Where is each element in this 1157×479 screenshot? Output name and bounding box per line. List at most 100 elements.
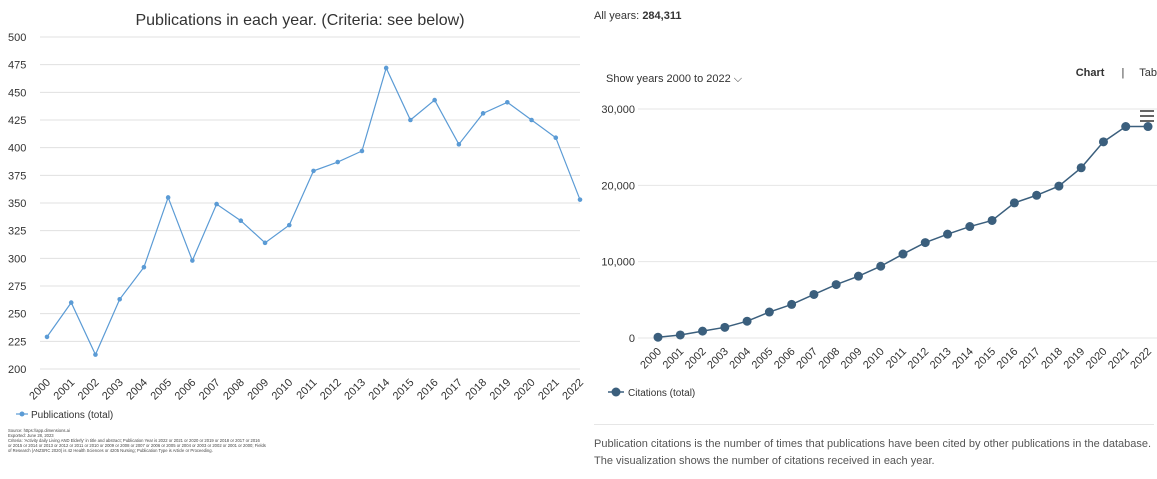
y-tick-label: 10,000 [601,257,635,269]
x-tick-label: 2017 [1017,346,1043,372]
legend-marker [19,411,25,417]
data-point [1076,163,1086,173]
citations-chart: 010,00020,00030,000200020012002200320042… [601,104,1157,399]
source-line: Exported: June 28, 2023 [8,433,54,438]
data-point [809,289,819,299]
x-tick-label: 2020 [1084,346,1110,372]
description-line: Publication citations is the number of t… [594,438,1152,450]
x-tick-label: 2022 [1128,346,1154,372]
all-years-value: 284,311 [642,10,682,22]
y-tick-label: 325 [8,226,26,238]
citations-panel: All years: 284,311 Show years 2000 to 20… [590,0,1157,474]
data-point [987,215,997,225]
data-point [764,307,774,317]
series-line-publications [46,66,581,357]
x-tick-label: 2012 [318,377,344,403]
data-point [408,117,413,123]
data-point [720,322,730,332]
x-tick-label: 2006 [772,346,798,372]
publications-chart: Publications in each year. (Criteria: se… [8,12,586,421]
data-point [1121,122,1131,132]
x-tick-label: 2021 [1106,346,1132,372]
x-tick-label: 2011 [884,346,909,371]
x-tick-label: 2007 [197,377,223,403]
data-point [1143,122,1153,132]
y-tick-label: 250 [8,309,26,321]
x-tick-label: 2013 [928,346,954,372]
data-point [505,99,510,105]
description-line: The visualization shows the number of ci… [594,455,935,467]
data-point [262,240,268,246]
legend-label: Citations (total) [628,388,695,399]
x-tick-label: 2008 [817,346,843,372]
data-point [286,222,292,228]
y-tick-label: 20,000 [601,180,635,192]
data-point [141,264,147,270]
data-point [920,238,930,248]
x-tick-label: 2003 [705,346,731,372]
data-point [165,195,171,200]
data-point [1009,198,1019,208]
data-point [1054,181,1064,191]
data-point [1032,190,1042,200]
data-point [44,334,50,340]
data-point [117,296,122,302]
source-line: of Research (ANZSRC 2020) is 42 Health S… [8,448,213,453]
x-tick-label: 2000 [27,377,53,403]
hamburger-menu-icon[interactable] [1140,110,1157,125]
data-point [214,201,219,207]
divider [594,424,1154,425]
x-tick-label: 2016 [415,377,441,403]
x-tick-label: 2002 [76,377,102,403]
x-tick-label: 2005 [148,377,174,403]
data-point [787,299,797,309]
source-line: or 2015 or 2014 or 2013 or 2012 or 2011 … [8,443,266,448]
data-point [653,332,663,342]
data-point [432,97,437,103]
x-tick-label: 2014 [950,346,976,372]
x-tick-label: 2009 [245,377,271,403]
x-tick-label: 2002 [683,346,709,372]
y-tick-label: 425 [8,115,26,127]
x-tick-label: 2006 [173,377,199,403]
data-point [965,222,975,232]
x-tick-label: 2005 [750,346,776,372]
data-point [93,352,98,357]
table-view-tab[interactable]: Tab [1139,67,1157,79]
x-tick-label: 2016 [995,346,1021,372]
chart-view-tab[interactable]: Chart [1075,67,1105,79]
data-point [898,249,908,259]
y-tick-label: 0 [629,333,635,345]
data-point [1098,137,1108,147]
x-tick-label: 2020 [512,377,538,403]
x-tick-label: 2004 [727,346,753,372]
year-range-dropdown[interactable]: Show years 2000 to 2022 ⌵ [606,73,743,85]
y-tick-label: 275 [8,281,26,293]
data-point [529,117,534,123]
data-point [742,316,752,326]
all-years-label: All years: [594,10,640,22]
y-tick-label: 375 [8,170,26,182]
data-point [480,111,486,116]
x-tick-label: 2010 [270,377,296,403]
data-point [831,280,841,290]
x-tick-label: 2017 [439,377,465,403]
x-tick-label: 2011 [294,377,319,402]
x-tick-label: 2015 [972,346,998,372]
y-tick-label: 200 [8,364,26,376]
x-tick-label: 2007 [794,346,820,372]
x-tick-label: 2018 [463,377,489,403]
citations-description: Publication citations is the number of t… [594,436,1157,470]
source-notes: Source: https://app.dimensions.ai Export… [8,428,308,453]
x-tick-label: 2013 [342,377,368,403]
legend-marker [611,387,621,397]
data-point [577,197,583,202]
x-tick-label: 2012 [906,346,932,372]
publications-panel: Publications in each year. (Criteria: se… [8,12,586,453]
chart-title: Publications in each year. (Criteria: se… [135,12,464,29]
y-tick-label: 400 [8,143,26,155]
x-tick-label: 2001 [661,346,687,372]
view-separator: | [1121,67,1125,79]
source-line: Source: https://app.dimensions.ai [8,428,70,433]
x-tick-label: 2001 [52,377,78,403]
